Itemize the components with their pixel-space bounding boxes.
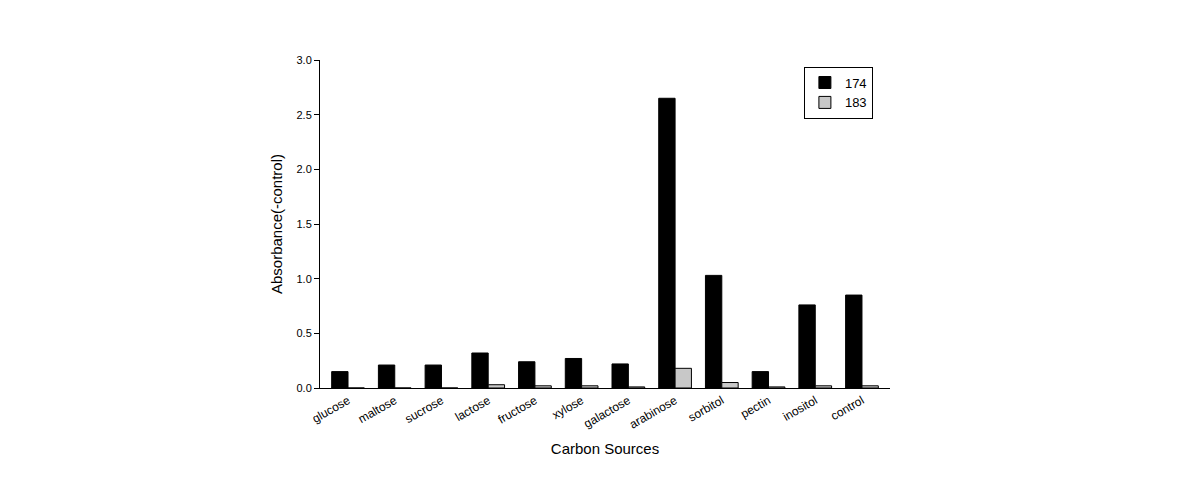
svg-text:2.0: 2.0 <box>297 163 312 175</box>
svg-text:lactose: lactose <box>453 393 493 424</box>
svg-text:control: control <box>828 393 866 423</box>
svg-text:Absorbance(-control): Absorbance(-control) <box>268 154 285 294</box>
svg-text:0.5: 0.5 <box>297 327 312 339</box>
svg-text:pectin: pectin <box>738 393 773 421</box>
svg-text:xylose: xylose <box>550 393 587 422</box>
svg-text:sorbitol: sorbitol <box>686 393 727 424</box>
svg-text:inositol: inositol <box>780 393 819 424</box>
svg-text:glucose: glucose <box>310 393 353 426</box>
svg-text:174: 174 <box>845 76 867 91</box>
svg-text:0.0: 0.0 <box>297 382 312 394</box>
svg-text:1.5: 1.5 <box>297 218 312 230</box>
svg-text:galactose: galactose <box>581 393 633 431</box>
svg-text:Carbon Sources: Carbon Sources <box>551 440 659 457</box>
svg-text:3.0: 3.0 <box>297 54 312 66</box>
svg-text:maltose: maltose <box>356 393 400 426</box>
svg-text:183: 183 <box>845 95 867 110</box>
svg-text:2.5: 2.5 <box>297 109 312 121</box>
svg-text:1.0: 1.0 <box>297 273 312 285</box>
svg-text:fructose: fructose <box>495 393 539 427</box>
svg-text:sucrose: sucrose <box>403 393 447 426</box>
svg-text:arabinose: arabinose <box>627 393 680 432</box>
